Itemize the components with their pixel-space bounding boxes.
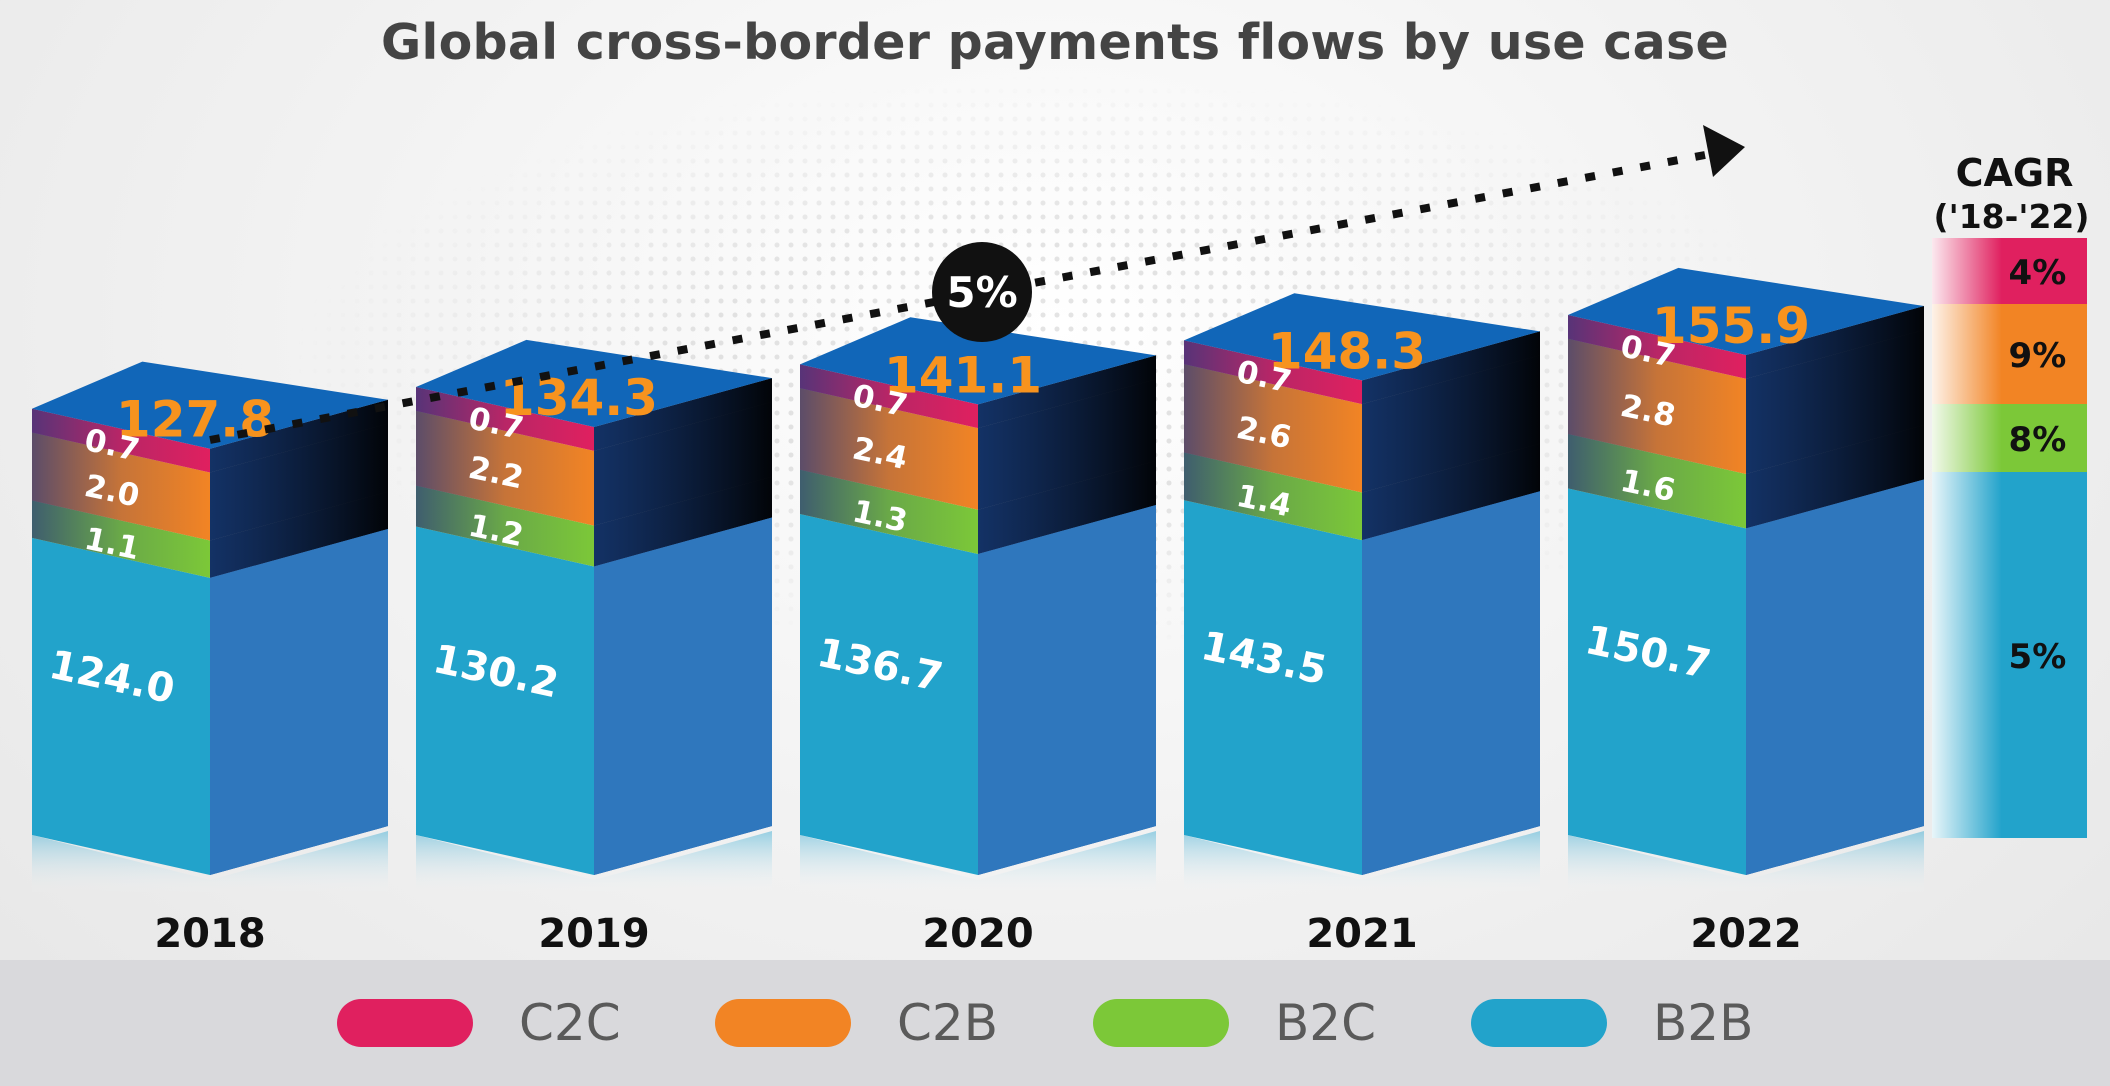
legend-item-c2b: C2B: [715, 994, 1017, 1052]
bar-reflection: [800, 831, 1156, 895]
legend-swatch-b2c: [1093, 999, 1229, 1047]
front-b2b: [1568, 488, 1746, 875]
side-b2b: [594, 517, 772, 875]
side-b2b: [1362, 491, 1540, 875]
total-label: 148.3: [1268, 322, 1426, 380]
side-shadow: [1362, 331, 1540, 541]
side-b2b: [978, 505, 1156, 875]
total-label: 141.1: [884, 346, 1042, 404]
bar-reflection: [32, 831, 388, 895]
legend-swatch-c2c: [337, 999, 473, 1047]
bar-top: [1568, 267, 1924, 355]
bar-reflection: [1568, 831, 1924, 895]
bar-top: [800, 317, 1156, 405]
side-shadow: [594, 378, 772, 567]
side-shadow: [210, 399, 388, 578]
front-b2b: [1184, 500, 1362, 875]
bar-top: [32, 361, 388, 449]
category-label: 2021: [1306, 911, 1417, 957]
legend-label-c2b: C2B: [897, 994, 999, 1052]
legend-item-b2c: B2C: [1093, 994, 1395, 1052]
legend-item-b2b: B2B: [1471, 994, 1773, 1052]
front-b2b: [416, 526, 594, 875]
legend-label-c2c: C2C: [519, 994, 621, 1052]
side-shadow: [978, 355, 1156, 554]
total-label: 127.8: [116, 391, 274, 449]
chart-title: Global cross-border payments flows by us…: [380, 14, 1730, 71]
category-label: 2019: [538, 911, 649, 957]
total-label: 134.3: [500, 369, 658, 427]
cagr-subtitle: ('18-'22): [1934, 197, 2090, 236]
side-b2b: [1746, 479, 1924, 875]
side-shadow: [1746, 306, 1924, 529]
stacked-bar-chart: 127.8124.01.12.00.72018134.3130.21.22.20…: [32, 125, 2090, 957]
cagr-fade: [1932, 238, 2087, 838]
front-shadow: [1184, 340, 1362, 541]
side-b2b: [210, 528, 388, 875]
bar-reflection: [1184, 831, 1540, 895]
front-shadow: [416, 387, 594, 567]
legend-swatch-b2b: [1471, 999, 1607, 1047]
legend-label-b2c: B2C: [1275, 994, 1377, 1052]
front-shadow: [1568, 315, 1746, 529]
front-shadow: [800, 364, 978, 554]
category-label: 2020: [922, 911, 1033, 957]
bar-top: [416, 339, 772, 428]
legend-swatch-c2b: [715, 999, 851, 1047]
legend-item-c2c: C2C: [337, 994, 639, 1052]
front-b2b: [32, 537, 210, 875]
growth-badge-label: 5%: [946, 268, 1017, 317]
bar-reflection: [416, 831, 772, 895]
trend-arrow-head: [1703, 125, 1745, 177]
front-b2b: [800, 513, 978, 875]
bar-top: [1184, 293, 1540, 381]
growth-badge: [932, 242, 1032, 342]
total-label: 155.9: [1652, 297, 1810, 355]
category-label: 2022: [1690, 911, 1801, 957]
front-shadow: [32, 408, 210, 578]
legend: C2C C2B B2C B2B: [0, 960, 2110, 1086]
legend-label-b2b: B2B: [1653, 994, 1754, 1052]
cagr-title: CAGR: [1956, 151, 2074, 195]
category-label: 2018: [154, 911, 265, 957]
